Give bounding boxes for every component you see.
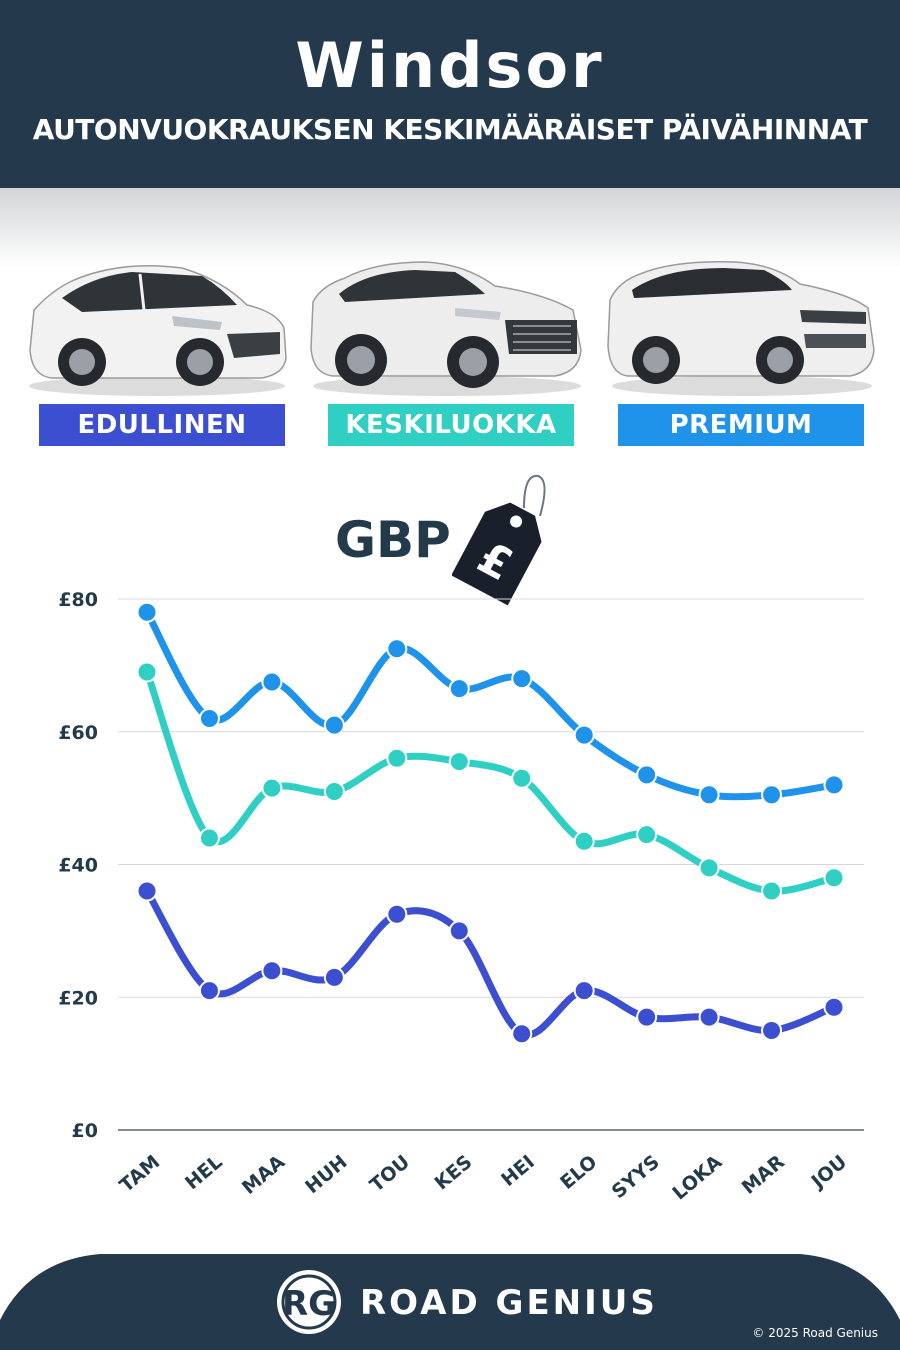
- category-badge-midrange: KESKILUOKKA: [328, 404, 574, 446]
- data-point-edullinen: [636, 1006, 658, 1028]
- y-tick-label: £20: [58, 987, 98, 1009]
- x-tick-label: SYYS: [608, 1151, 664, 1203]
- price-line-chart: £0 £20 £40 £60 £80 TAM HEL MAA HUH TOU KES HEI ELO S…: [58, 589, 864, 1205]
- x-tick-label: HEI: [497, 1151, 539, 1191]
- data-point-premium: [698, 784, 720, 806]
- data-point-premium: [198, 707, 220, 729]
- x-tick-label: TAM: [116, 1151, 165, 1197]
- data-point-keskiluokka: [511, 767, 533, 789]
- data-point-keskiluokka: [198, 827, 220, 849]
- copyright-text: © 2025 Road Genius: [752, 1326, 878, 1340]
- data-point-premium: [573, 724, 595, 746]
- y-tick-label: £80: [58, 589, 98, 611]
- data-point-edullinen: [698, 1006, 720, 1028]
- data-point-edullinen: [573, 980, 595, 1002]
- data-point-premium: [823, 774, 845, 796]
- x-tick-label: LOKA: [668, 1151, 726, 1205]
- series-line-edullinen: [143, 887, 838, 1039]
- suv-car-icon: [310, 261, 582, 396]
- data-point-keskiluokka: [823, 867, 845, 889]
- data-point-keskiluokka: [448, 751, 470, 773]
- page-subtitle: AUTONVUOKRAUKSEN KESKIMÄÄRÄISET PÄIVÄHIN…: [32, 113, 868, 146]
- data-point-keskiluokka: [386, 747, 408, 769]
- data-point-edullinen: [323, 966, 345, 988]
- data-point-edullinen: [198, 980, 220, 1002]
- city-title: Windsor: [295, 29, 605, 102]
- data-point-premium: [261, 671, 283, 693]
- currency-label: GBP: [335, 511, 451, 569]
- chart-series: [136, 601, 845, 1045]
- x-tick-label: JOU: [806, 1151, 851, 1194]
- data-point-premium: [761, 784, 783, 806]
- data-point-keskiluokka: [323, 780, 345, 802]
- x-tick-label: KES: [431, 1151, 477, 1194]
- x-tick-label: ELO: [556, 1151, 601, 1194]
- data-point-keskiluokka: [573, 830, 595, 852]
- x-tick-label: MAA: [238, 1151, 289, 1199]
- data-point-keskiluokka: [761, 880, 783, 902]
- hatchback-car-icon: [29, 264, 287, 396]
- x-tick-label: HUH: [301, 1151, 351, 1198]
- data-point-premium: [636, 764, 658, 786]
- price-tag-icon: £: [452, 474, 546, 606]
- y-axis-ticks: £0 £20 £40 £60 £80: [58, 589, 98, 1142]
- data-point-keskiluokka: [698, 857, 720, 879]
- category-badge-premium: PREMIUM: [618, 404, 864, 446]
- brand-logo-text: RG: [282, 1284, 336, 1324]
- data-point-keskiluokka: [261, 777, 283, 799]
- data-point-edullinen: [261, 960, 283, 982]
- data-point-edullinen: [136, 880, 158, 902]
- brand-name: ROAD GENIUS: [360, 1283, 658, 1323]
- footer-banner: RG: [0, 1254, 900, 1350]
- header-banner: Windsor AUTONVUOKRAUKSEN KESKIMÄÄRÄISET …: [0, 0, 900, 188]
- y-tick-label: £0: [72, 1120, 98, 1142]
- category-badge-budget: EDULLINEN: [39, 404, 285, 446]
- series-line-keskiluokka: [143, 668, 838, 895]
- data-point-edullinen: [823, 996, 845, 1018]
- data-point-premium: [136, 601, 158, 623]
- data-point-premium: [511, 668, 533, 690]
- x-tick-label: HEL: [181, 1151, 227, 1194]
- premium-suv-icon: [607, 261, 875, 396]
- y-tick-label: £60: [58, 722, 98, 744]
- data-point-premium: [448, 678, 470, 700]
- brand-logo-icon: [277, 1270, 341, 1334]
- header-shadow: [0, 188, 900, 268]
- x-tick-label: MAR: [738, 1151, 789, 1199]
- chart-grid: [118, 598, 864, 1131]
- x-axis-ticks: TAM HEL MAA HUH TOU KES HEI ELO SYYS LOKA MAR JOU: [116, 1151, 852, 1205]
- y-tick-label: £40: [58, 855, 98, 877]
- data-point-edullinen: [448, 920, 470, 942]
- data-point-keskiluokka: [636, 824, 658, 846]
- data-point-keskiluokka: [136, 661, 158, 683]
- data-point-premium: [386, 638, 408, 660]
- data-point-edullinen: [511, 1023, 533, 1045]
- data-point-edullinen: [386, 903, 408, 925]
- x-tick-label: TOU: [366, 1151, 414, 1196]
- data-point-premium: [323, 714, 345, 736]
- data-point-edullinen: [761, 1019, 783, 1041]
